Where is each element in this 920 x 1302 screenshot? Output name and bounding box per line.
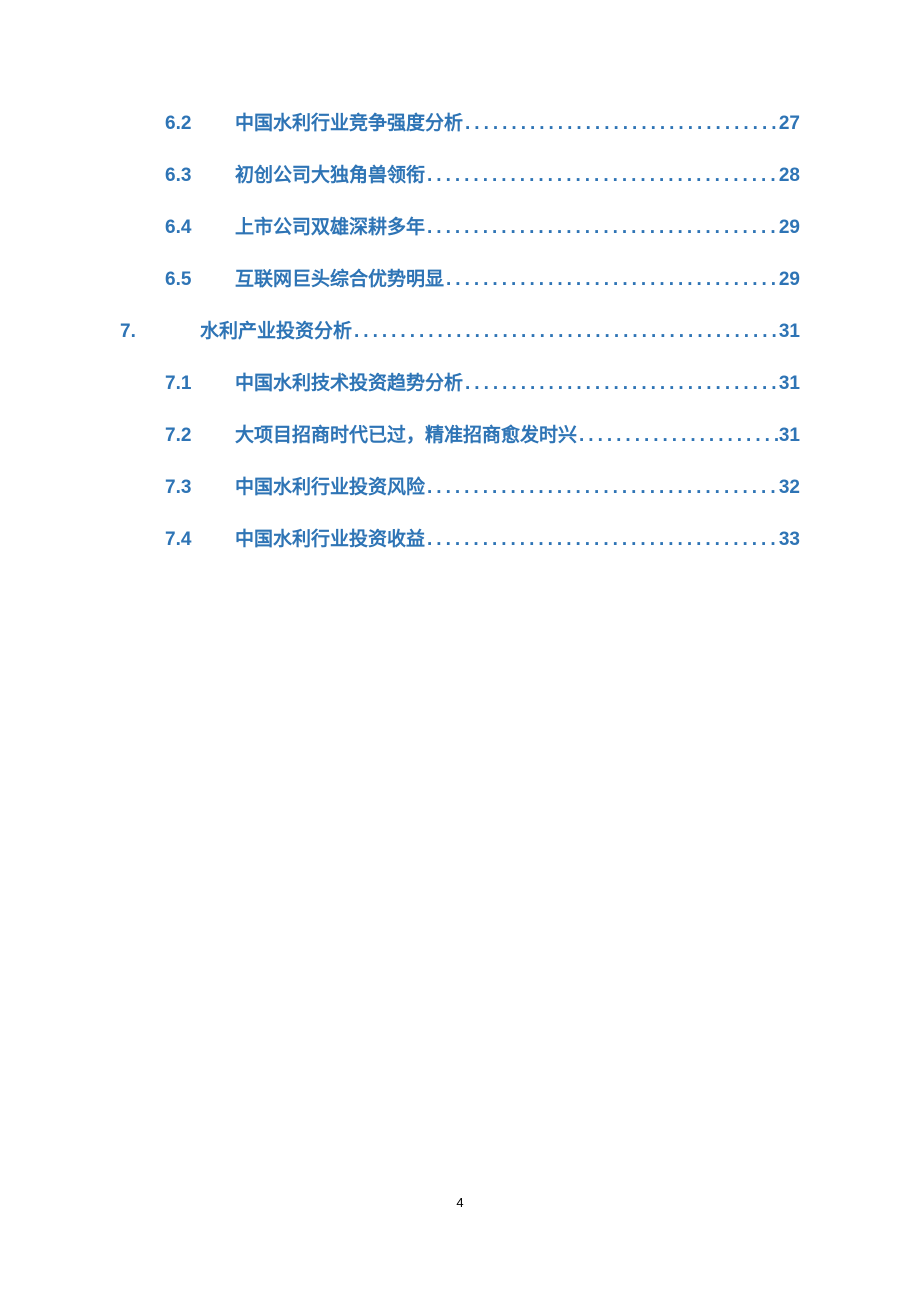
toc-page: 29 xyxy=(779,269,800,291)
toc-number: 7.3 xyxy=(165,477,235,499)
page-number: 4 xyxy=(0,1195,920,1210)
toc-title: 中国水利行业投资收益 xyxy=(235,524,425,551)
toc-number: 6.2 xyxy=(165,113,235,135)
toc-page: 31 xyxy=(779,373,800,395)
toc-number: 7.1 xyxy=(165,373,235,395)
toc-dots: ........................................… xyxy=(352,321,779,343)
toc-page: 31 xyxy=(779,425,800,447)
toc-entry[interactable]: 6.5 互联网巨头综合优势明显 ........................… xyxy=(120,264,800,291)
toc-entry[interactable]: 7.2 大项目招商时代已过，精准招商愈发时兴 .................… xyxy=(120,420,800,447)
toc-page: 32 xyxy=(779,477,800,499)
toc-dots: ........................................… xyxy=(425,477,779,499)
toc-dots: ........................................… xyxy=(577,425,779,447)
toc-entry[interactable]: 6.2 中国水利行业竞争强度分析 .......................… xyxy=(120,108,800,135)
toc-entry[interactable]: 7.3 中国水利行业投资风险 .........................… xyxy=(120,472,800,499)
toc-entry[interactable]: 6.4 上市公司双雄深耕多年 .........................… xyxy=(120,212,800,239)
toc-entry[interactable]: 6.3 初创公司大独角兽领衔 .........................… xyxy=(120,160,800,187)
toc-dots: ........................................… xyxy=(463,113,779,135)
page-content: 6.2 中国水利行业竞争强度分析 .......................… xyxy=(0,0,920,551)
toc-dots: ........................................… xyxy=(463,373,779,395)
toc-title: 中国水利行业竞争强度分析 xyxy=(235,108,463,135)
toc-title: 互联网巨头综合优势明显 xyxy=(235,264,444,291)
toc-number: 6.5 xyxy=(165,269,235,291)
toc-page: 27 xyxy=(779,113,800,135)
toc-dots: ........................................… xyxy=(425,217,779,239)
toc-entry[interactable]: 7. 水利产业投资分析 ............................… xyxy=(120,316,800,343)
toc-title: 水利产业投资分析 xyxy=(200,316,352,343)
toc-title: 初创公司大独角兽领衔 xyxy=(235,160,425,187)
toc-number: 7.2 xyxy=(165,425,235,447)
toc-dots: ........................................… xyxy=(425,165,779,187)
toc-title: 大项目招商时代已过，精准招商愈发时兴 xyxy=(235,420,577,447)
toc-dots: ........................................… xyxy=(425,529,779,551)
toc-title: 中国水利行业投资风险 xyxy=(235,472,425,499)
toc-page: 31 xyxy=(779,321,800,343)
toc-title: 上市公司双雄深耕多年 xyxy=(235,212,425,239)
toc-entry[interactable]: 7.4 中国水利行业投资收益 .........................… xyxy=(120,524,800,551)
toc-page: 33 xyxy=(779,529,800,551)
toc-page: 28 xyxy=(779,165,800,187)
toc-number: 6.3 xyxy=(165,165,235,187)
toc-page: 29 xyxy=(779,217,800,239)
toc-dots: ........................................… xyxy=(444,269,779,291)
toc-number: 7.4 xyxy=(165,529,235,551)
toc-number: 6.4 xyxy=(165,217,235,239)
toc-title: 中国水利技术投资趋势分析 xyxy=(235,368,463,395)
toc-number: 7. xyxy=(120,321,200,343)
toc-entry[interactable]: 7.1 中国水利技术投资趋势分析 .......................… xyxy=(120,368,800,395)
